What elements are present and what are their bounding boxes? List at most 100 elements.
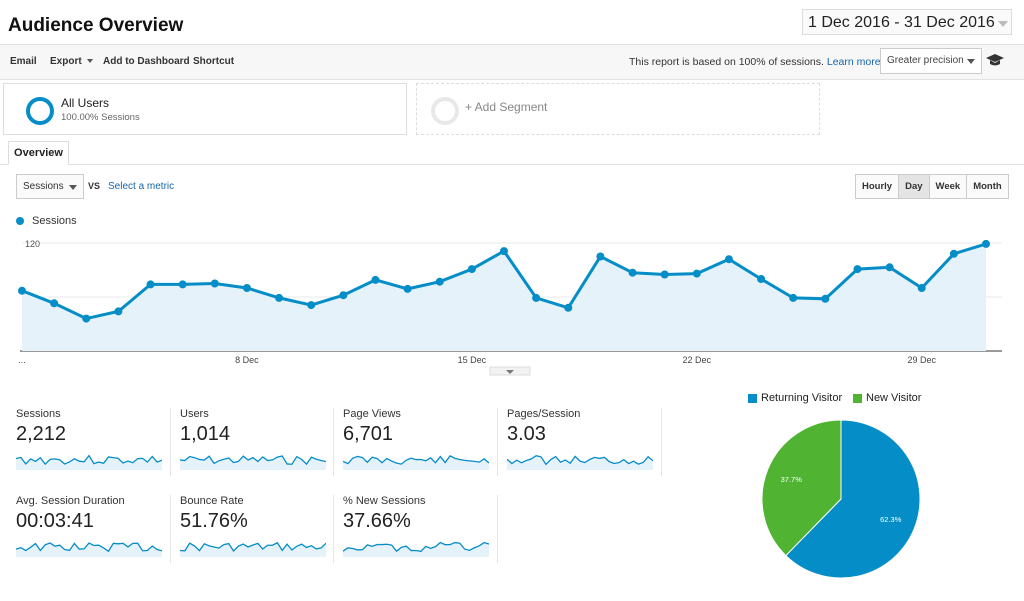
vs-label: VS [88,181,101,191]
data-point[interactable] [532,293,541,302]
tab-overview[interactable]: Overview [8,141,69,165]
data-point[interactable] [178,280,187,289]
metric-label: Bounce Rate [180,495,244,507]
data-point[interactable] [371,275,380,284]
data-point[interactable] [435,277,444,286]
chevron-down-icon [967,59,975,64]
granularity-switcher: Hourly Day Week Month [855,174,1009,199]
data-point[interactable] [403,284,412,293]
metric-select-label: Sessions [23,181,64,192]
shortcut-button[interactable]: Shortcut [193,56,235,67]
sparkline-area [507,455,653,470]
data-point[interactable] [789,293,798,302]
data-point[interactable] [18,286,26,295]
add-segment-label: + Add Segment [465,100,548,114]
metric-label: Users [180,408,209,420]
data-point[interactable] [114,307,123,316]
sparkline-area [343,542,489,557]
pie-slice-new[interactable] [761,419,842,557]
metric-tile[interactable]: Bounce Rate 51.76% [180,495,332,565]
segment-placeholder-icon [431,97,459,125]
data-point[interactable] [692,269,701,278]
data-point[interactable] [467,265,476,274]
data-point[interactable] [82,314,91,323]
select-metric-link[interactable]: Select a metric [108,181,175,192]
legend-marker [16,217,24,225]
sparkline-line [180,541,326,552]
data-point[interactable] [757,275,766,283]
data-point[interactable] [564,303,573,312]
export-button[interactable]: Export [50,56,93,67]
data-point[interactable] [242,284,251,292]
data-point[interactable] [949,249,958,258]
data-point[interactable] [821,294,830,303]
granularity-week[interactable]: Week [929,175,968,198]
add-to-dashboard-button[interactable]: Add to Dashboard [103,56,190,67]
tile-divider [497,495,498,563]
sparkline-area [343,455,489,470]
metric-value: 3.03 [507,423,546,445]
metric-value: 1,014 [180,423,231,445]
sparkline-line [16,454,162,466]
data-point[interactable] [724,255,733,264]
metric-select[interactable]: Sessions [16,174,84,199]
metric-tile[interactable]: Sessions 2,212 [16,408,168,478]
email-button[interactable]: Email [10,56,37,67]
date-range-picker[interactable]: 1 Dec 2016 - 31 Dec 2016 [802,9,1012,35]
metric-tile[interactable]: % New Sessions 37.66% [343,495,495,565]
graduation-cap-icon[interactable] [986,53,1004,72]
metric-tile[interactable]: Users 1,014 [180,408,332,478]
sparkline-area [180,542,326,557]
chevron-down-icon [998,21,1008,27]
data-point[interactable] [500,247,508,256]
data-point[interactable] [917,284,926,292]
metric-value: 6,701 [343,423,394,445]
metric-label: Sessions [16,408,61,420]
sessions-area [22,243,986,351]
data-point[interactable] [853,265,862,274]
sampling-note: This report is based on 100% of sessions… [629,56,881,68]
data-point[interactable] [275,293,284,302]
granularity-hourly[interactable]: Hourly [856,175,900,198]
data-point[interactable] [885,263,894,272]
data-point[interactable] [210,279,219,288]
legend-swatch-new [853,394,862,403]
granularity-month[interactable]: Month [967,175,1008,198]
tile-divider [170,408,171,476]
add-segment-button[interactable]: + Add Segment [416,83,820,135]
granularity-day[interactable]: Day [899,175,930,198]
metric-tile[interactable]: Avg. Session Duration 00:03:41 [16,495,168,565]
metric-value: 37.66% [343,510,411,532]
metric-tile[interactable]: Page Views 6,701 [343,408,495,478]
data-point[interactable] [339,291,348,300]
tile-divider [170,495,171,563]
metric-sparkline [507,454,653,470]
legend-label: Sessions [32,215,77,227]
segment-all-users[interactable]: All Users 100.00% Sessions [3,83,407,135]
sparkline-line [343,541,489,553]
data-point[interactable] [982,239,990,248]
learn-more-link[interactable]: Learn more [826,56,881,68]
pie-slice-label: 62.3% [880,515,902,524]
x-tick-label: 22 Dec [683,355,712,365]
data-point[interactable] [146,280,155,289]
tile-divider [333,408,334,476]
data-point[interactable] [660,270,669,279]
segment-ring-icon [26,97,54,125]
data-point[interactable] [50,299,59,308]
metric-sparkline [343,455,489,470]
data-point[interactable] [307,301,316,310]
pie-slice-returning[interactable] [785,419,921,579]
metric-sparkline [343,541,489,557]
x-tick-label: ... [18,355,26,365]
tile-divider [333,495,334,563]
segment-title: All Users [61,96,110,110]
sparkline-line [16,542,162,553]
pie-slice-label: 37.7% [781,475,803,484]
metric-tile[interactable]: Pages/Session 3.03 [507,408,659,478]
data-point[interactable] [596,252,605,261]
data-point[interactable] [628,268,637,277]
metric-value: 2,212 [16,423,67,445]
precision-select[interactable]: Greater precision [880,48,982,74]
